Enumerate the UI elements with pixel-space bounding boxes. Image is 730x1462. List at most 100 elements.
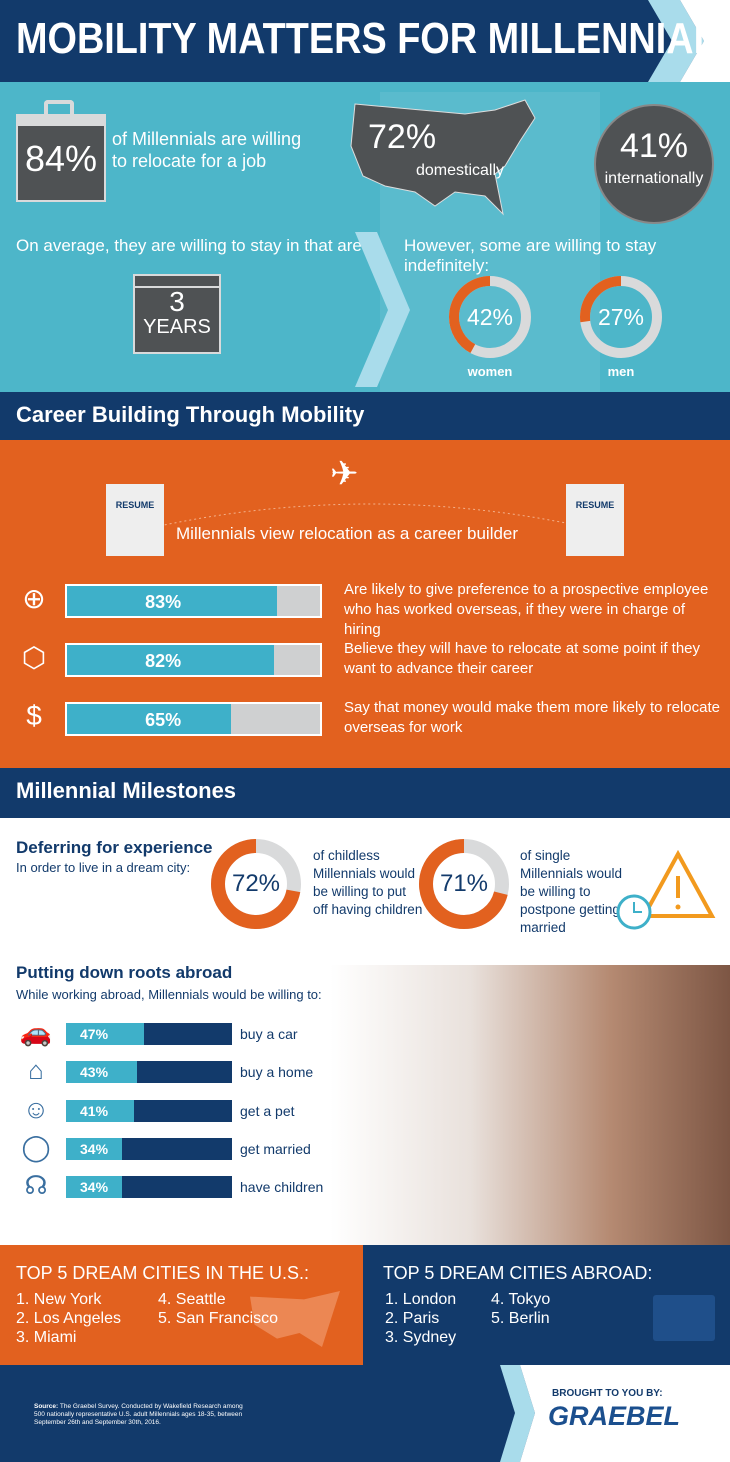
- defer-title: Deferring for experience: [16, 838, 213, 857]
- resume-icon-right: RESUME: [566, 484, 624, 556]
- passport-icon: ⊕: [22, 583, 46, 614]
- abroad-cities-panel: TOP 5 DREAM CITIES ABROAD: 1. London 2. …: [363, 1245, 730, 1365]
- roots-bar-value: 47%: [80, 1026, 109, 1042]
- dollar-icon: $: [26, 700, 42, 731]
- abroad-city: 5. Berlin: [491, 1310, 550, 1327]
- career-bar: 82%: [65, 643, 322, 677]
- roots-label: get married: [240, 1140, 311, 1157]
- donut-women-arc: [449, 276, 531, 358]
- career-bar-value: 65%: [145, 710, 182, 730]
- roots-bar-fill: [66, 1023, 145, 1045]
- calendar-icon: 3 YEARS: [133, 274, 221, 354]
- children-stat: 72%: [231, 870, 281, 897]
- roots-bar: 43%: [66, 1061, 232, 1084]
- graebel-logo: GRAEBEL: [548, 1401, 681, 1431]
- donut-men: [580, 276, 662, 358]
- source-label: Source:: [34, 1403, 59, 1410]
- roots-label: have children: [240, 1179, 324, 1196]
- roots-title: Putting down roots abroad: [16, 963, 233, 982]
- career-section: ✈ RESUME RESUME Millennials view relocat…: [0, 440, 730, 768]
- career-bar: 65%: [65, 702, 322, 736]
- career-tagline: Millennials view relocation as a career …: [176, 524, 519, 543]
- resume-icon-left: RESUME: [106, 484, 164, 556]
- international-stat: 41%: [619, 127, 689, 165]
- roots-bar: 34%: [66, 1137, 232, 1160]
- header-banner: [0, 0, 730, 82]
- suitcase-icon: [653, 1295, 715, 1341]
- career-bar-fill: [67, 645, 275, 675]
- roots-bar-fill: [66, 1137, 123, 1160]
- domestic-stat: 72%: [368, 118, 437, 156]
- abroad-cities-title: TOP 5 DREAM CITIES ABROAD:: [383, 1263, 653, 1283]
- us-city: 2. Los Angeles: [16, 1310, 121, 1327]
- us-city: 3. Miami: [16, 1329, 77, 1346]
- chevron-arrow-icon: [355, 232, 410, 387]
- donut-married: [419, 839, 509, 929]
- family-photo: [330, 965, 730, 1245]
- career-bar-fill: [67, 586, 277, 616]
- house-icon: ⌂: [28, 1055, 44, 1086]
- men-label: men: [607, 364, 635, 379]
- roots-bar-value: 34%: [80, 1140, 109, 1157]
- career-heading: Career Building Through Mobility: [0, 392, 730, 440]
- car-icon: 🚗: [19, 1017, 53, 1047]
- career-bar-value: 82%: [145, 651, 182, 671]
- roots-bar: 41%: [66, 1099, 232, 1122]
- relocation-section: 84% of Millennials are willing to reloca…: [0, 82, 730, 392]
- us-city: 1. New York: [16, 1291, 102, 1308]
- relocate-text: of Millennials are willing to relocate f…: [112, 129, 302, 171]
- roots-bar-value: 43%: [80, 1064, 109, 1081]
- airplane-icon: ✈: [330, 455, 359, 493]
- us-cities-panel: TOP 5 DREAM CITIES IN THE U.S.: 1. New Y…: [0, 1245, 363, 1365]
- donut-married-arc: [419, 839, 509, 929]
- roots-bar-fill: [66, 1176, 123, 1199]
- stroller-icon: ☊: [24, 1170, 48, 1201]
- donut-children-arc: [211, 839, 301, 929]
- flight-path: [150, 503, 590, 529]
- ring-icon: ◯: [21, 1131, 51, 1162]
- box-icon: ⬡: [21, 642, 47, 673]
- relocate-stat: 84%: [24, 138, 98, 179]
- us-city: 5. San Francisco: [158, 1310, 279, 1327]
- briefcase-handle: [44, 100, 74, 114]
- source-text: The Graebel Survey. Conducted by Wakefie…: [34, 1403, 243, 1426]
- chevron-decoration: [648, 0, 730, 82]
- years-number: 3: [169, 286, 185, 317]
- roots-bar-fill: [66, 1061, 138, 1084]
- roots-bar-fill: [66, 1099, 135, 1122]
- roots-label: buy a car: [240, 1026, 298, 1042]
- us-map-icon: [350, 99, 536, 216]
- defer-subtitle: In order to live in a dream city:: [16, 860, 191, 875]
- children-text: of childless Millennials would be willin…: [313, 848, 423, 917]
- cat-icon: ☺: [22, 1093, 50, 1124]
- roots-label: get a pet: [240, 1102, 295, 1119]
- us-cities-title: TOP 5 DREAM CITIES IN THE U.S.:: [16, 1263, 310, 1283]
- career-item-text: Are likely to give preference to a prosp…: [344, 581, 709, 638]
- roots-label: buy a home: [240, 1064, 314, 1081]
- us-city: 4. Seattle: [158, 1291, 226, 1308]
- career-item-text: Believe they will have to relocate at so…: [344, 640, 701, 677]
- career-bar-fill: [67, 704, 232, 734]
- roots-bar: 47%: [66, 1023, 232, 1045]
- career-bar: 83%: [65, 584, 322, 618]
- domestic-label: domestically: [416, 162, 505, 179]
- women-label: women: [467, 364, 513, 379]
- men-stat: 27%: [597, 304, 645, 330]
- abroad-city: 1. London: [385, 1291, 457, 1308]
- roots-bar-value: 34%: [80, 1179, 109, 1196]
- married-text: of single Millennials would be willing t…: [520, 848, 623, 935]
- abroad-city: 2. Paris: [385, 1310, 440, 1327]
- roots-subtitle: While working abroad, Millennials would …: [16, 987, 322, 1002]
- donut-men-arc: [580, 276, 662, 358]
- page-title: MOBILITY MATTERS FOR MILLENNIALS: [16, 14, 730, 63]
- footer-chevron: [500, 1365, 730, 1462]
- brought-by: BROUGHT TO YOU BY:: [552, 1388, 663, 1399]
- donut-children: [211, 839, 301, 929]
- donut-women: [449, 276, 531, 358]
- warning-clock-icon: [616, 850, 716, 930]
- women-stat: 42%: [466, 304, 514, 330]
- briefcase-icon: 84%: [16, 114, 106, 202]
- abroad-city: 4. Tokyo: [491, 1291, 551, 1308]
- years-label: YEARS: [143, 316, 211, 338]
- abroad-city: 3. Sydney: [385, 1329, 457, 1346]
